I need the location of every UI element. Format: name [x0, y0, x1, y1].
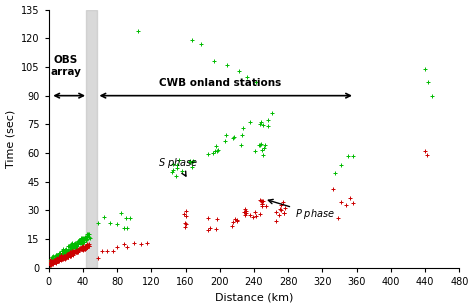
- Text: $P$ phase: $P$ phase: [268, 199, 335, 221]
- X-axis label: Distance (km): Distance (km): [215, 292, 293, 302]
- Y-axis label: Time (sec): Time (sec): [6, 110, 16, 168]
- Text: $S$ phase: $S$ phase: [158, 156, 199, 176]
- Text: CWB onland stations: CWB onland stations: [159, 78, 281, 88]
- Text: OBS
array: OBS array: [50, 55, 81, 76]
- Bar: [86, 10, 97, 268]
